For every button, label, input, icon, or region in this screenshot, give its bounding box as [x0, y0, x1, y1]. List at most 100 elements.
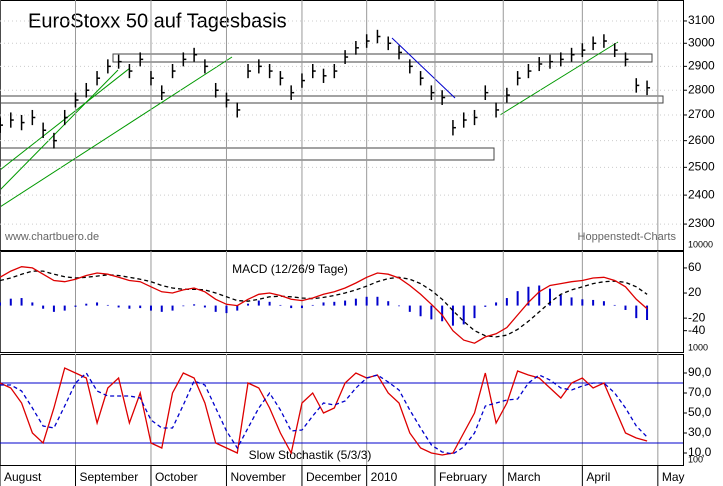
histogram-bar [42, 305, 45, 309]
histogram-bar [451, 305, 454, 326]
trend-line [0, 69, 119, 191]
histogram-bar [516, 291, 519, 306]
histogram-bar [322, 302, 325, 306]
y-tick-label: 3100 [688, 13, 715, 27]
chart-title: EuroStoxx 50 auf Tagesbasis [28, 10, 287, 32]
histogram-bar [117, 305, 120, 308]
histogram-bar [225, 305, 228, 314]
histogram-bar [52, 305, 55, 312]
histogram-bar [139, 305, 142, 309]
y-tick-label: 3000 [688, 35, 715, 49]
histogram-bar [344, 300, 347, 306]
histogram-bar [9, 298, 12, 306]
histogram-bar [354, 298, 357, 306]
histogram-bar [257, 300, 260, 306]
y-tick-label: 60 [688, 260, 702, 274]
y-tick-label: 2300 [688, 216, 715, 230]
histogram-bar [538, 285, 541, 306]
histogram-bar [484, 305, 487, 307]
histogram-bar [505, 298, 508, 306]
histogram-bar [646, 305, 649, 321]
histogram-bar [419, 305, 422, 317]
zone-box [0, 147, 495, 161]
annotation: Slow Stochastik (5/3/3) [249, 448, 372, 462]
histogram-bar [247, 303, 250, 306]
histogram-bar [236, 305, 239, 311]
annotation: 1000 [688, 342, 708, 352]
histogram-bar [387, 301, 390, 306]
annotation: 100 [688, 454, 703, 464]
y-tick-label: 70,0 [688, 385, 712, 399]
histogram-bar [376, 296, 379, 306]
y-tick-label: 10,0 [688, 445, 712, 459]
histogram-bar [462, 305, 465, 325]
y-tick-label: 90,0 [688, 365, 712, 379]
histogram-bar [624, 305, 627, 310]
histogram-bar [333, 301, 336, 306]
histogram-bar [106, 304, 109, 306]
histogram-bar [160, 305, 163, 312]
histogram-bar [441, 305, 444, 322]
x-tick-label: May [662, 470, 685, 484]
histogram-bar [570, 297, 573, 306]
histogram-bar [613, 304, 616, 306]
annotation: www.chartbuero.de [4, 231, 99, 243]
histogram-bar [63, 305, 66, 311]
x-tick-label: October [155, 470, 198, 484]
histogram-bar [559, 294, 562, 306]
y-tick-label: 2700 [688, 107, 715, 121]
histogram-bar [311, 304, 314, 306]
series-line [0, 270, 648, 338]
histogram-bar [268, 301, 271, 306]
histogram-bar [203, 305, 206, 308]
y-tick-label: 2900 [688, 59, 715, 73]
histogram-bar [85, 303, 88, 306]
x-tick-label: August [4, 470, 42, 484]
x-tick-label: April [586, 470, 610, 484]
histogram-bar [300, 305, 303, 309]
histogram-bar [527, 286, 530, 306]
y-tick-label: 50,0 [688, 405, 712, 419]
histogram-bar [74, 305, 77, 307]
histogram-bar [635, 305, 638, 319]
series-line [0, 266, 648, 344]
histogram-bar [548, 288, 551, 306]
support-zones [0, 53, 664, 161]
y-tick-label: 2400 [688, 187, 715, 201]
zone-box [112, 53, 653, 63]
trend-line [0, 56, 233, 208]
histogram-bar [0, 302, 1, 306]
x-tick-label: March [507, 470, 540, 484]
y-tick-label: 30,0 [688, 425, 712, 439]
histogram-bar [182, 305, 185, 307]
histogram-bar [214, 305, 217, 312]
histogram-bar [279, 304, 282, 306]
x-tick-label: December [306, 470, 361, 484]
series-line [0, 371, 648, 455]
annotation: Hoppenstedt-Charts [578, 231, 677, 243]
annotation: MACD (12/26/9 Tage) [232, 262, 348, 276]
histogram-bar [430, 305, 433, 320]
histogram-bar [193, 304, 196, 306]
histogram-bar [592, 299, 595, 306]
histogram-bar [473, 305, 476, 319]
histogram-bar [149, 305, 152, 311]
x-tick-label: February [439, 470, 487, 484]
y-tick-label: 2500 [688, 160, 715, 174]
histogram-bar [365, 296, 368, 306]
y-tick-label: 2800 [688, 82, 715, 96]
y-tick-label: 20 [688, 285, 702, 299]
series-line [0, 367, 648, 456]
histogram-bar [495, 302, 498, 306]
trend-line [391, 37, 456, 99]
histogram-bar [602, 301, 605, 306]
y-tick-label: 2600 [688, 133, 715, 147]
trend-line [499, 41, 619, 116]
x-tick-label: September [79, 470, 138, 484]
histogram-bar [31, 302, 34, 306]
y-tick-label: -40 [688, 323, 706, 337]
histogram-bar [20, 298, 23, 306]
histogram-bar [581, 299, 584, 306]
